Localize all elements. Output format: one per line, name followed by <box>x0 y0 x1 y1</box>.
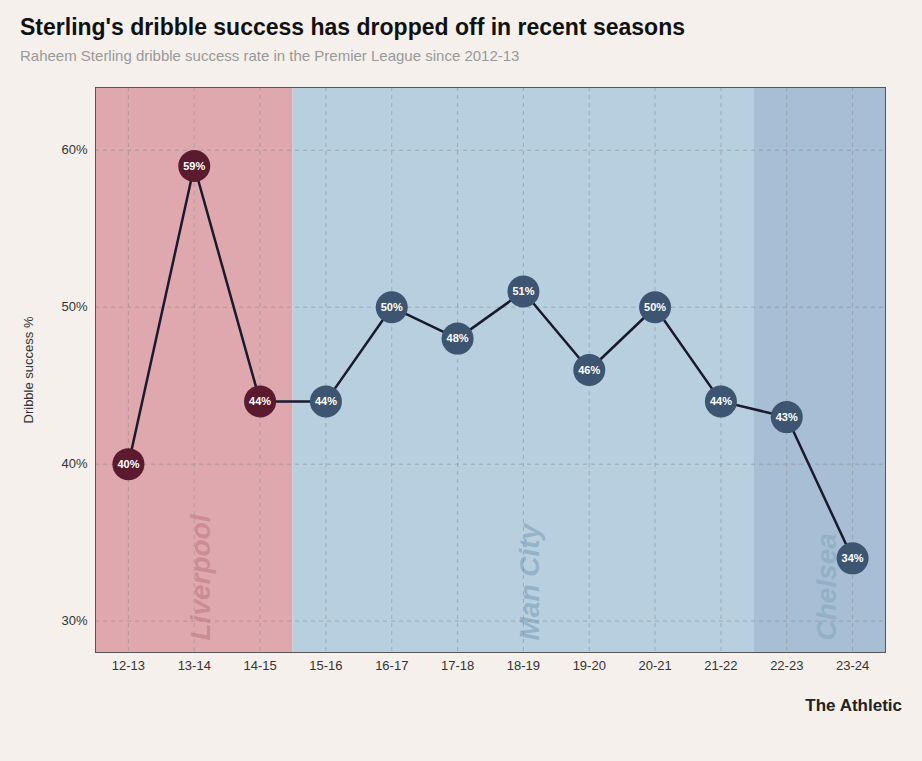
svg-text:51%: 51% <box>512 285 534 297</box>
svg-text:18-19: 18-19 <box>507 658 540 673</box>
svg-text:40%: 40% <box>117 458 139 470</box>
svg-text:60%: 60% <box>61 142 87 157</box>
svg-text:40%: 40% <box>61 456 87 471</box>
svg-text:Liverpool: Liverpool <box>185 514 217 641</box>
svg-text:44%: 44% <box>710 395 732 407</box>
svg-text:50%: 50% <box>381 301 403 313</box>
html-text:Sterling's dribble success has: Sterling's dribble success has dropped o… <box>20 14 685 40</box>
svg-text:15-16: 15-16 <box>309 658 342 673</box>
svg-text:Dribble success %: Dribble success % <box>21 316 36 423</box>
svg-text:16-17: 16-17 <box>375 658 408 673</box>
html-text:The Athletic: The Athletic <box>805 696 902 715</box>
svg-text:14-15: 14-15 <box>243 658 276 673</box>
html-text:Raheem Sterling dribble succes: Raheem Sterling dribble success rate in … <box>20 47 520 64</box>
svg-text:59%: 59% <box>183 159 205 171</box>
svg-text:50%: 50% <box>644 301 666 313</box>
svg-text:19-20: 19-20 <box>573 658 606 673</box>
svg-text:34%: 34% <box>842 552 864 564</box>
svg-text:22-23: 22-23 <box>770 658 803 673</box>
svg-text:Man City: Man City <box>514 522 545 640</box>
svg-text:13-14: 13-14 <box>178 658 211 673</box>
svg-text:46%: 46% <box>578 364 600 376</box>
svg-text:12-13: 12-13 <box>112 658 145 673</box>
svg-text:50%: 50% <box>61 299 87 314</box>
svg-text:48%: 48% <box>447 332 469 344</box>
svg-text:44%: 44% <box>315 395 337 407</box>
svg-text:Chelsea: Chelsea <box>811 533 842 640</box>
svg-text:17-18: 17-18 <box>441 658 474 673</box>
svg-text:30%: 30% <box>61 613 87 628</box>
svg-text:20-21: 20-21 <box>638 658 671 673</box>
svg-text:21-22: 21-22 <box>704 658 737 673</box>
svg-text:43%: 43% <box>776 411 798 423</box>
svg-text:44%: 44% <box>249 395 271 407</box>
svg-text:23-24: 23-24 <box>836 658 869 673</box>
